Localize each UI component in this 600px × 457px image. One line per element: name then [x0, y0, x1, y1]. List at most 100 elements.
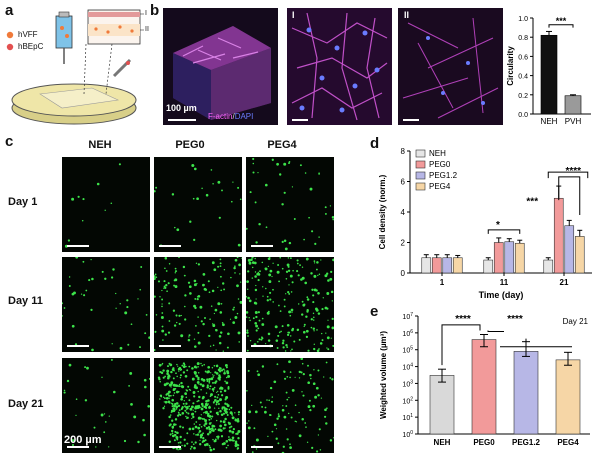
cell-dot: [197, 316, 199, 318]
cell-dot: [220, 429, 223, 432]
cell-dot: [191, 412, 195, 415]
cell-dot: [191, 441, 193, 443]
cell-dot: [205, 193, 209, 197]
cell-dot: [159, 380, 161, 383]
cell-dot: [225, 446, 228, 449]
cell-dot: [208, 427, 212, 431]
y-tick-label: 103: [402, 379, 413, 388]
cell-dot: [329, 205, 332, 207]
cell-dot: [324, 415, 327, 418]
cell-dot: [176, 363, 178, 366]
cell-dot: [189, 428, 191, 430]
cell-dot: [219, 258, 222, 261]
cell-dot: [234, 418, 238, 422]
cell-dot: [298, 434, 302, 438]
scale-bar: [251, 345, 273, 347]
cell-dot: [163, 280, 166, 283]
cell-dot: [248, 261, 252, 265]
cell-dot: [196, 380, 200, 384]
cell-dot: [159, 296, 161, 298]
cell-dot: [248, 410, 252, 414]
cell-dot: [261, 317, 264, 320]
scale-label-b: 100 µm: [166, 103, 197, 113]
scale-bar: [159, 446, 181, 448]
cell-dot: [190, 445, 193, 448]
cell-dot: [268, 280, 272, 284]
cell-dot: [254, 288, 258, 292]
cell-dot: [226, 366, 228, 368]
cell-dot: [211, 289, 215, 293]
cell-dot: [320, 259, 322, 261]
cell-dot: [287, 290, 290, 294]
cell-dot: [223, 423, 227, 427]
cell-dot: [318, 273, 321, 275]
cell-dot: [316, 261, 319, 264]
cell-dot: [217, 302, 221, 306]
cell-dot: [291, 281, 294, 284]
cell-dot: [88, 279, 91, 282]
x-tick-label: NEH: [434, 438, 451, 447]
cell-dot: [203, 287, 207, 291]
cell-dot: [161, 289, 163, 292]
cell-dot: [287, 331, 290, 334]
cell-dot: [220, 413, 224, 417]
cell-dot: [236, 284, 239, 288]
cell-dot: [215, 372, 219, 375]
y-tick-label: 105: [402, 346, 413, 355]
cell-dot: [170, 411, 172, 413]
cell-dot: [181, 412, 185, 415]
cell-dot: [273, 380, 277, 384]
cell-dot: [308, 216, 310, 219]
cell-dot: [289, 335, 292, 337]
cell-dot: [177, 442, 180, 444]
cell-dot: [182, 365, 186, 369]
bar-neh: [429, 375, 455, 435]
cell-dot: [142, 418, 145, 422]
cell-dot: [314, 395, 318, 399]
cell-dot: [305, 426, 307, 428]
bar-peg1.2-day1: [442, 257, 453, 274]
cell-dot: [283, 370, 286, 373]
cell-dot: [288, 292, 291, 295]
x-tick-label: NEH: [541, 117, 558, 126]
cell-dot: [226, 371, 230, 375]
cell-dot: [148, 377, 150, 380]
cell-dot: [332, 218, 334, 221]
cell-dot: [289, 371, 292, 373]
cell-dot: [206, 433, 210, 436]
cell-dot: [197, 366, 199, 368]
legend-label-neh: NEH: [429, 149, 446, 158]
cell-dot: [325, 332, 327, 334]
cell-dot: [301, 417, 304, 421]
cell-dot: [181, 426, 185, 429]
cell-dot: [182, 371, 186, 374]
cell-dot: [162, 407, 165, 410]
micrograph-day21-peg4: [246, 358, 334, 453]
cell-dot: [258, 222, 261, 226]
cell-dot: [241, 257, 242, 259]
cell-dot: [111, 343, 113, 345]
cell-dot: [191, 427, 195, 431]
panel-label-b: b: [150, 2, 160, 19]
cell-dot: [225, 381, 229, 385]
cell-dot: [324, 408, 327, 412]
cell-dot: [203, 283, 205, 286]
cell-dot: [176, 228, 180, 232]
cell-dot: [290, 308, 294, 312]
significance-label: *: [496, 220, 500, 231]
cell-dot: [177, 257, 181, 259]
cell-dot: [176, 321, 178, 324]
cell-dot: [178, 322, 181, 325]
cell-dot: [167, 390, 171, 394]
cell-dot: [261, 261, 264, 264]
cell-dot: [267, 310, 270, 313]
cell-dot: [204, 402, 208, 406]
cell-dot: [164, 333, 167, 336]
cell-dot: [75, 414, 77, 417]
cell-dot: [154, 295, 156, 298]
cell-dot: [164, 397, 166, 400]
cell-dot: [165, 270, 168, 272]
cell-dot: [175, 372, 177, 375]
cell-dot: [255, 298, 257, 300]
cell-dot: [261, 337, 264, 340]
